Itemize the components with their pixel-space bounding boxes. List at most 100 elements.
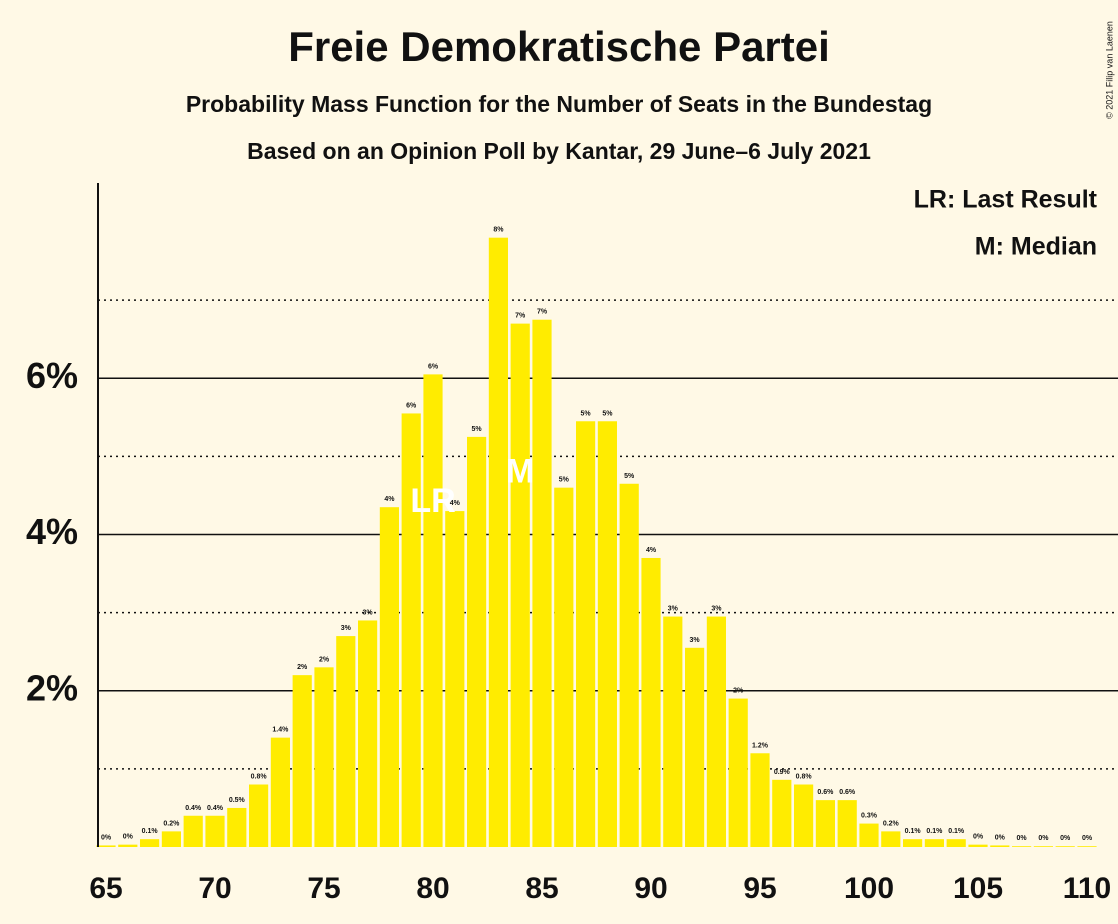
bar [946,839,966,847]
value-label: 2% [733,688,744,695]
chart-subtitle: Based on an Opinion Poll by Kantar, 29 J… [247,138,871,164]
value-label: 8% [493,227,504,234]
x-tick-label: 75 [307,872,340,905]
value-label: 0% [1038,835,1049,842]
bar [423,374,443,847]
bar [96,845,116,847]
value-label: 5% [602,410,613,417]
value-label: 4% [384,496,395,503]
value-label: 0% [1017,835,1028,842]
bar [227,807,247,847]
value-label: 0.2% [163,820,180,827]
value-label: 0% [1060,835,1071,842]
value-label: 0.6% [839,789,856,796]
bar [837,800,857,847]
bar [1012,846,1032,847]
value-label: 6% [428,363,439,370]
value-label: 5% [624,473,635,480]
y-tick-label: 2% [26,667,78,708]
value-label: 2% [319,656,330,663]
bar [1055,846,1075,847]
bar [532,319,552,847]
value-label: 7% [537,309,548,316]
bar [881,831,901,847]
value-label: 6% [406,402,417,409]
value-label: 1.4% [272,727,289,734]
bar [772,779,792,847]
x-tick-label: 110 [1063,872,1111,905]
bar [314,667,334,847]
x-tick-label: 100 [844,872,894,905]
bar [794,784,814,847]
bar [685,647,705,847]
bar [1077,846,1097,847]
bar [445,511,465,847]
value-label: 0.8% [796,774,813,781]
bar [815,800,835,847]
bar [161,831,181,847]
value-label: 3% [690,637,701,644]
value-label: 0% [1082,835,1093,842]
value-label: 2% [297,664,308,671]
bar [924,839,944,847]
value-label: 1.2% [752,742,769,749]
value-label: 5% [559,477,570,484]
value-label: 0.5% [229,797,246,804]
value-label: 0.8% [251,774,268,781]
bar [488,237,508,847]
value-label: 0.1% [926,828,943,835]
value-label: 4% [450,500,461,507]
x-tick-label: 95 [743,872,776,905]
bar [140,839,160,847]
bar [118,844,138,847]
bar [205,815,225,847]
x-tick-label: 65 [89,872,122,905]
value-label: 0% [995,834,1006,841]
value-label: 5% [581,410,592,417]
x-tick-label: 70 [198,872,231,905]
value-label: 0.4% [207,805,224,812]
bar [990,845,1010,847]
value-label: 0.4% [185,805,202,812]
bar [336,636,356,847]
value-label: 3% [668,606,679,613]
chart-subtitle: Probability Mass Function for the Number… [186,91,932,117]
x-tick-label: 85 [525,872,558,905]
value-label: 3% [711,606,722,613]
bar [183,815,203,847]
x-tick-label: 90 [634,872,667,905]
bar [968,844,988,847]
bar [903,839,923,847]
labels: 2% 4% 6% 65 70 75 80 85 90 95 100 105 110 0% 0% 0.1% 0.2… [26,227,1111,905]
value-label: 0.1% [948,828,965,835]
bars [96,237,1097,847]
value-label: 3% [363,609,374,616]
bar [750,753,770,847]
bar [597,421,617,847]
bar [619,483,639,847]
bar [270,737,290,847]
x-tick-label: 80 [416,872,449,905]
y-tick-label: 6% [26,355,78,396]
bar [663,616,683,847]
value-label: 0.1% [905,828,922,835]
value-label: 0% [123,834,134,841]
value-label: 0% [973,834,984,841]
value-label: 4% [646,547,657,554]
x-tick-label: 105 [953,872,1003,905]
annotation: LR [410,482,455,520]
value-label: 0% [101,834,112,841]
bar [379,507,399,847]
bar [467,436,487,847]
value-label: 0.9% [774,769,791,776]
bar [706,616,726,847]
bar [728,698,748,847]
bar [292,675,312,847]
value-label: 0.2% [883,820,900,827]
bar [401,413,421,847]
value-label: 0.6% [817,789,834,796]
legend-entry: M: Median [975,233,1097,261]
value-label: 5% [472,426,483,433]
copyright: © 2021 Filip van Laenen [1104,21,1114,119]
